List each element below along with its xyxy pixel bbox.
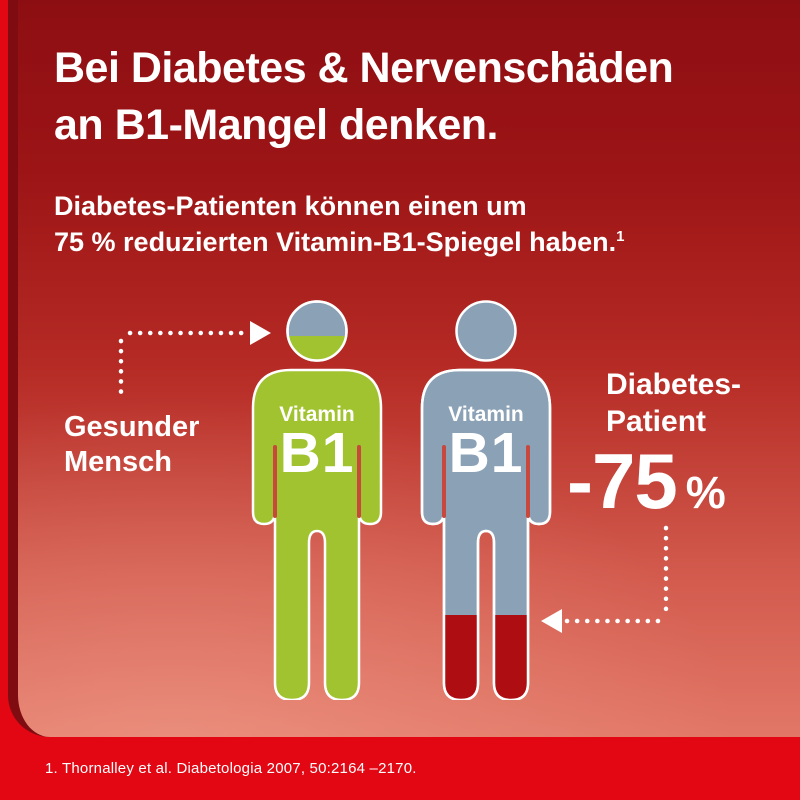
patient-head xyxy=(455,300,517,362)
healthy-person-figure: Vitamin B1 xyxy=(251,300,383,700)
healthy-person-label: Gesunder Mensch xyxy=(64,411,200,478)
subtitle-line-1: Diabetes-Patienten können einen um xyxy=(54,191,527,221)
patient-label: Diabetes- Patient xyxy=(606,368,742,438)
patient-leg-deficit-fill xyxy=(431,615,541,700)
subtitle-line-2: 75 % reduzierten Vitamin-B1-Spiegel habe… xyxy=(54,227,625,257)
healthy-head-outline xyxy=(286,300,348,362)
reduction-unit: % xyxy=(685,467,726,518)
healthy-chest-label-b1: B1 xyxy=(280,421,355,485)
title-line-2: an B1-Mangel denken. xyxy=(54,101,498,149)
reduction-value: -75 % xyxy=(567,436,726,527)
patient-chest-label-vitamin: Vitamin xyxy=(448,403,523,426)
reference-footnote: 1. Thornalley et al. Diabetologia 2007, … xyxy=(45,760,417,777)
page-title: Bei Diabetes & Nervenschäden an B1-Mange… xyxy=(54,40,774,154)
reduction-number: -75 xyxy=(567,437,678,525)
title-line-1: Bei Diabetes & Nervenschäden xyxy=(54,44,674,92)
subtitle: Diabetes-Patienten können einen um 75 % … xyxy=(54,188,774,260)
content-card xyxy=(8,0,800,737)
reference-mark: 1 xyxy=(616,228,625,245)
patient-person-figure: Vitamin B1 xyxy=(420,300,552,700)
patient-chest-label-b1: B1 xyxy=(449,421,524,485)
healthy-chest-label-vitamin: Vitamin xyxy=(279,403,354,426)
